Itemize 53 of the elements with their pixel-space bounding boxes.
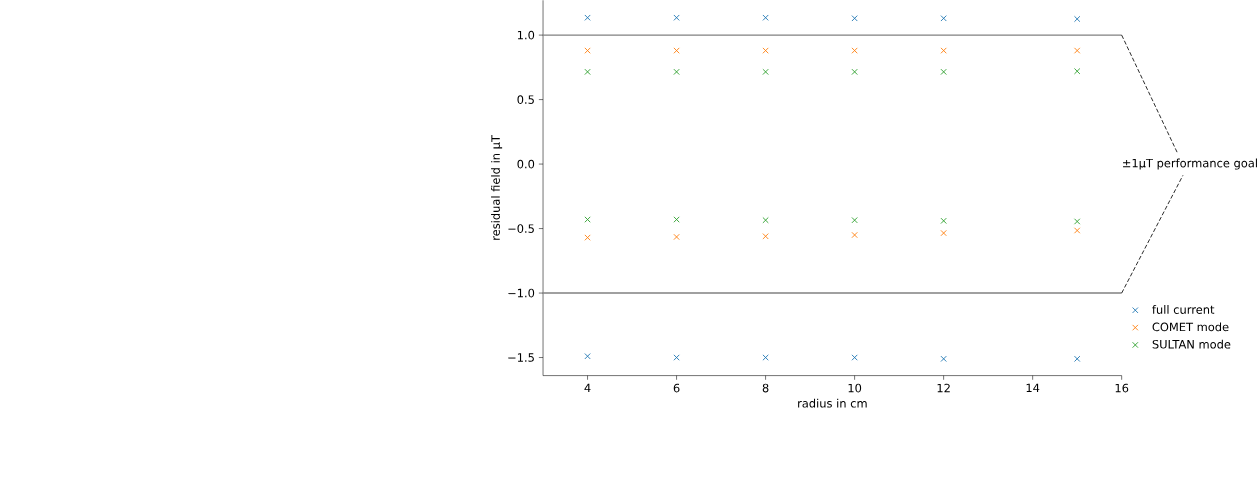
point [762, 68, 769, 75]
point [584, 47, 591, 54]
point [673, 354, 680, 361]
point [851, 354, 858, 361]
point [1074, 67, 1081, 75]
point [762, 47, 769, 54]
x-tick-label: 4 [584, 383, 591, 392]
point [673, 14, 680, 21]
y-tick-label: −1.5 [508, 353, 534, 362]
x-tick-label: 8 [762, 383, 769, 393]
point [851, 14, 858, 22]
y-tick-label: 1.0 [517, 30, 535, 40]
point [1074, 47, 1081, 54]
point [940, 68, 947, 75]
point [762, 216, 769, 224]
x-tick-label: 12 [937, 383, 950, 392]
legend-label: SULTAN mode [1152, 339, 1231, 349]
x-tick-label: 14 [1026, 383, 1040, 392]
point [940, 47, 947, 54]
point [673, 47, 680, 54]
point [940, 14, 947, 22]
y-tick-label: −1.0 [508, 288, 535, 298]
y-tick-label: −0.5 [508, 224, 534, 233]
point [584, 352, 591, 360]
y-tick-label: 0.0 [517, 159, 535, 169]
point [851, 47, 858, 54]
point [940, 217, 947, 224]
x-axis-title: radius in cm [798, 398, 867, 408]
point [762, 232, 769, 240]
point [584, 234, 591, 241]
point [673, 233, 680, 240]
x-tick-label: 6 [673, 383, 680, 393]
y-axis-title: residual field in μT [491, 134, 503, 240]
point [762, 354, 769, 361]
legend-label: COMET mode [1152, 322, 1229, 332]
y-tick-label: 0.5 [517, 95, 534, 104]
point [1074, 218, 1081, 225]
point [584, 68, 591, 75]
point [851, 216, 858, 224]
annotation: ±1μT performance goal [1123, 158, 1257, 170]
point [851, 68, 858, 75]
point [940, 355, 947, 362]
legend-label: full current [1152, 304, 1215, 314]
point [673, 68, 680, 75]
point [1074, 15, 1081, 22]
x-tick-label: 10 [848, 383, 862, 393]
point [851, 231, 858, 238]
point [762, 14, 769, 21]
point [940, 229, 947, 237]
point [1074, 227, 1081, 234]
point [584, 14, 591, 21]
point [1074, 355, 1081, 362]
x-tick-label: 16 [1115, 383, 1129, 393]
